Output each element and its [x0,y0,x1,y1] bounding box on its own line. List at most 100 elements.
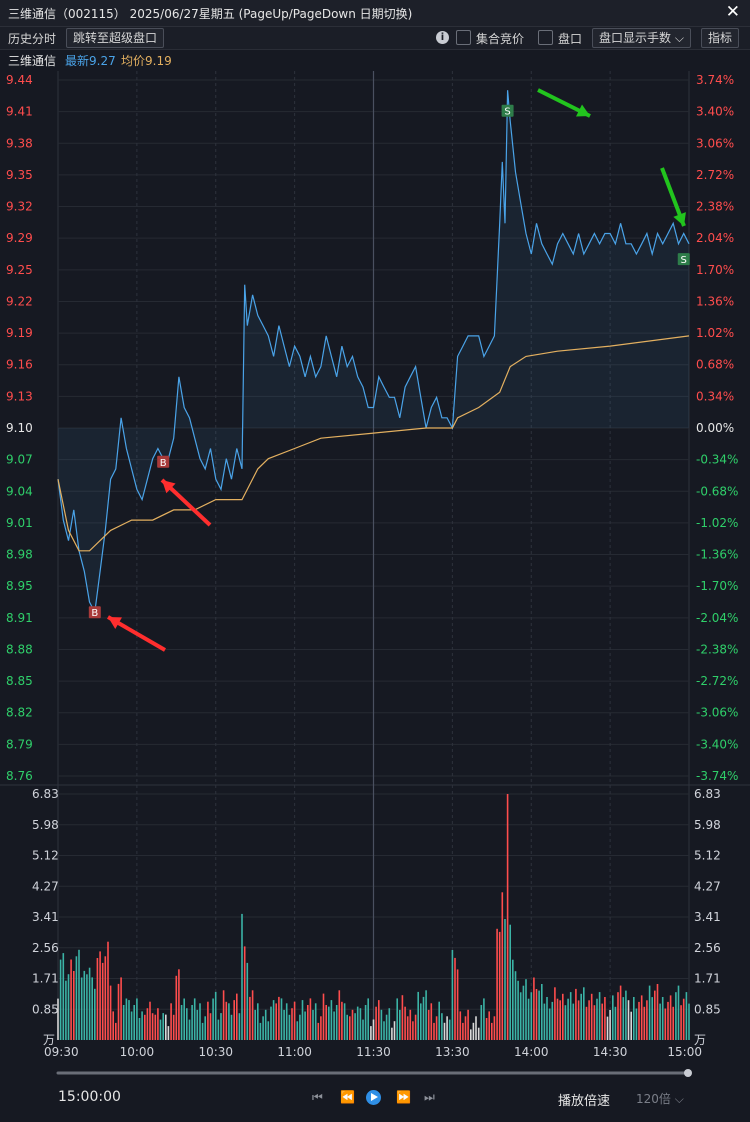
volume-bar [388,1008,391,1040]
volume-bar [259,1022,262,1040]
volume-bar [409,1009,412,1040]
volume-bar [83,970,86,1040]
volume-bar [459,1011,462,1040]
volume-tick-label: 2.56 [32,941,59,955]
volume-bar [633,997,635,1040]
auction-label: 集合竞价 [476,32,525,46]
playback-speed-dropdown[interactable]: 120倍 ⌵ [636,1092,684,1106]
volume-bar [175,975,178,1040]
panel-checkbox[interactable] [538,30,553,45]
volume-bar [101,962,104,1040]
volume-tick-label: 6.83 [32,787,59,801]
skip-to-start-icon[interactable]: ⏮ [312,1090,323,1104]
indicator-button[interactable]: 指标 [701,28,740,48]
volume-bar [564,1005,567,1040]
volume-bar [328,1006,330,1040]
volume-bar [430,1003,433,1040]
volume-bar [485,1018,488,1040]
trade-marker-sell [501,104,514,117]
volume-bar [241,913,243,1040]
volume-tick-label-right: 3.41 [694,910,721,924]
volume-tick-label-right: 5.98 [694,818,721,832]
volume-bar [569,992,572,1040]
volume-bar [627,1000,630,1040]
volume-bar [433,1022,435,1040]
pct-tick-label: 1.36% [696,294,734,308]
volume-bar [285,1003,288,1040]
pct-tick-label: 2.04% [696,231,734,245]
volume-bar [427,1009,430,1040]
price-tick-label: 9.10 [6,421,33,435]
progress-handle[interactable] [684,1069,692,1077]
volume-bar [88,967,91,1040]
trade-marker-label: B [160,458,167,469]
latest-price: 最新9.27 [65,54,116,68]
info-icon[interactable]: i [436,31,449,44]
volume-bar [675,992,677,1040]
volume-bar [559,1000,561,1040]
volume-tick-label: 5.12 [32,849,59,863]
price-tick-label: 8.82 [6,706,33,720]
rewind-icon[interactable]: ⏪ [340,1090,355,1104]
volume-bar [120,977,122,1040]
volume-bar [264,1009,267,1040]
volume-bar [477,1027,480,1040]
time-tick-label: 10:00 [120,1045,155,1059]
pct-tick-label: -0.68% [696,484,738,498]
pct-tick-label: 1.02% [696,326,734,340]
playback-progress[interactable] [0,1062,750,1082]
play-icon[interactable] [366,1090,381,1105]
pct-tick-label: -0.34% [696,453,738,467]
volume-bar [606,1016,609,1040]
volume-bar [685,992,688,1040]
volume-bar [593,1005,596,1040]
volume-bar [385,1014,388,1040]
volume-bar [590,993,593,1040]
volume-bar [67,974,70,1040]
volume-bar [504,919,506,1040]
pct-tick-label: -2.04% [696,611,738,625]
volume-bar [612,995,614,1040]
auction-checkbox[interactable] [456,30,471,45]
fast-forward-icon[interactable]: ⏩ [396,1090,411,1104]
volume-bar [220,1013,222,1040]
volume-bar [359,1008,362,1040]
volume-bar [304,1011,306,1040]
price-tick-label: 9.32 [6,200,33,214]
price-tick-label: 9.35 [6,168,33,182]
jump-super-panel-button[interactable]: 跳转至超级盘口 [66,28,165,48]
volume-tick-label-right: 0.85 [694,1002,721,1016]
volume-bar [527,998,530,1040]
close-icon[interactable]: ✕ [725,2,740,22]
volume-bar [225,1001,228,1040]
volume-bar [346,1014,348,1040]
volume-bar [207,1001,209,1040]
volume-bar [677,985,680,1040]
time-tick-label: 15:00 [667,1045,702,1059]
volume-bar [188,1019,191,1040]
volume-bar [314,1003,317,1040]
volume-bar [312,1009,314,1040]
volume-bar [551,1001,554,1040]
volume-bar [643,1006,646,1040]
volume-bar [598,992,601,1040]
trade-marker-label: S [681,255,687,266]
price-tick-label: 8.95 [6,579,33,593]
volume-bar [541,984,543,1040]
skip-to-end-icon[interactable]: ⏭ [424,1090,435,1104]
price-tick-label: 8.88 [6,642,33,656]
volume-bar [317,1022,320,1040]
volume-bar [280,998,283,1040]
price-tick-label: 9.13 [6,389,33,403]
volume-bar [293,1001,296,1040]
panel-display-dropdown[interactable]: 盘口显示手数 ⌵ [592,28,691,48]
volume-bar [530,992,533,1040]
volume-bar [383,1021,385,1040]
chart-legend: 三维通信 最新9.27 均价9.19 [0,50,750,70]
volume-bar [180,1005,183,1040]
volume-bar [151,1013,154,1040]
window-title: 三维通信（002115） 2025/06/27星期五 (PageUp/PageD… [8,7,413,21]
volume-bar [141,1011,143,1040]
volume-bar [65,980,67,1040]
volume-bar [414,1014,417,1040]
